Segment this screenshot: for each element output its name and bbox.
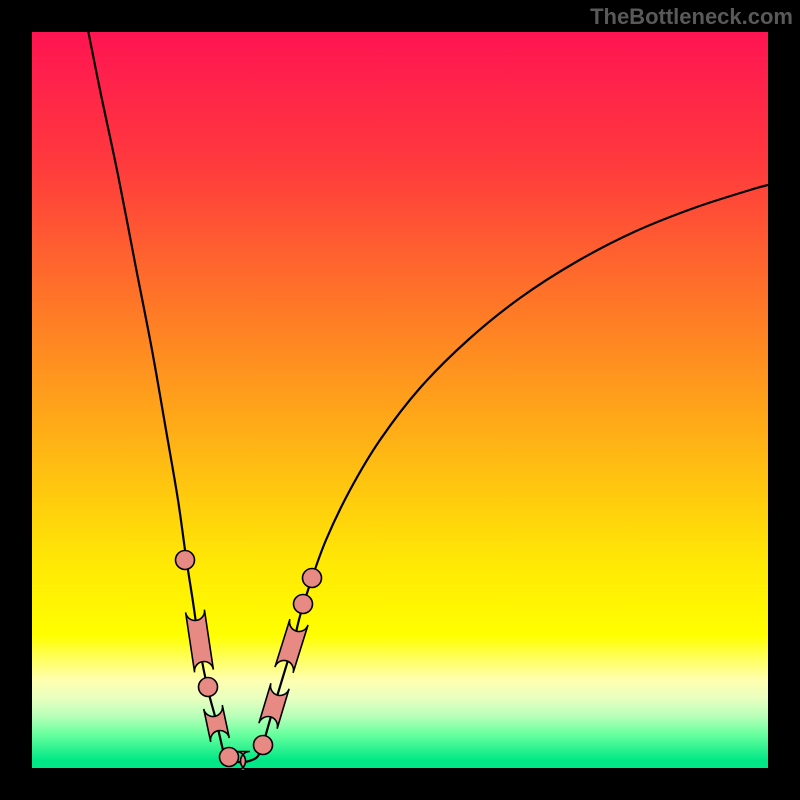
watermark-text: TheBottleneck.com bbox=[590, 4, 793, 30]
chart-background-gradient bbox=[32, 32, 768, 768]
